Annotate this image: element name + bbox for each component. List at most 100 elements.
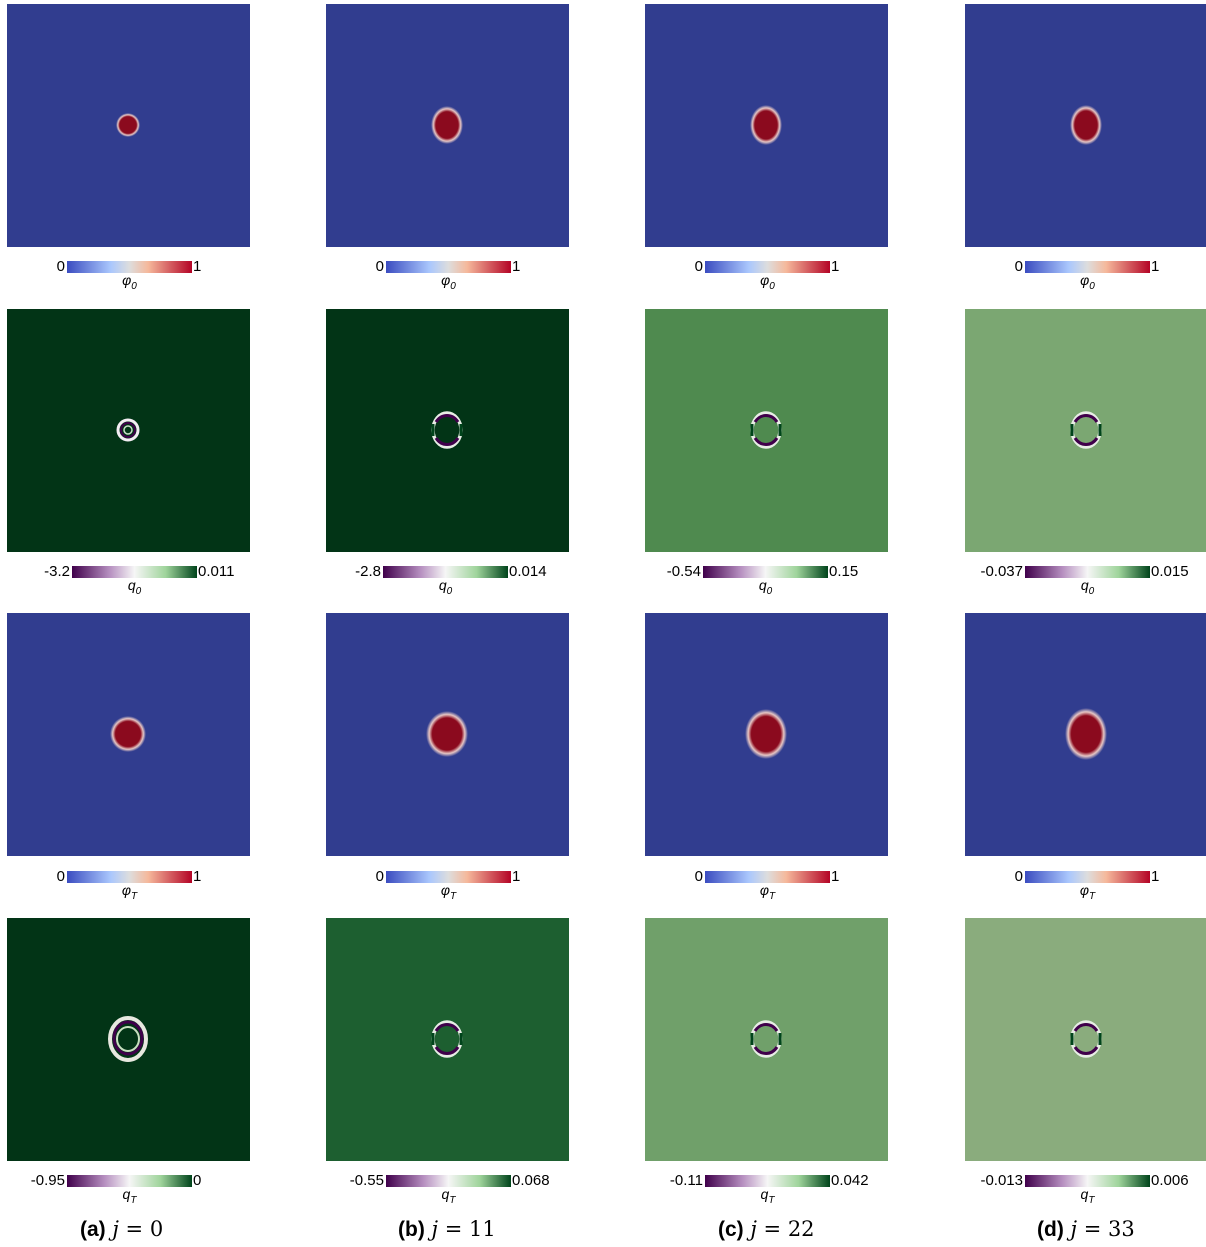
colorbar-max-label: 1 bbox=[193, 868, 202, 885]
colorbar-variable-label: qT bbox=[386, 1186, 511, 1206]
colorbar: 0 1 φT bbox=[0, 868, 1206, 907]
caption-equation: j = 33 bbox=[1070, 1217, 1135, 1241]
colorbar-max-label: 0.042 bbox=[831, 1172, 869, 1189]
field-panel-q-T-j22 bbox=[645, 918, 888, 1161]
variable-symbol: q bbox=[122, 1186, 131, 1202]
variable-symbol: φ bbox=[1079, 882, 1090, 898]
variable-symbol: φ bbox=[121, 882, 132, 898]
field-background bbox=[645, 918, 888, 1161]
field-panel-q-0-j22 bbox=[645, 309, 888, 552]
field-panel-phi-T-j11 bbox=[326, 613, 569, 856]
colorbar-min-label: -0.037 bbox=[980, 563, 1023, 580]
colorbar-variable-label: φ0 bbox=[1025, 272, 1150, 292]
colorbar-max-label: 1 bbox=[193, 258, 202, 275]
interface-ring bbox=[431, 1020, 463, 1058]
field-plot bbox=[7, 309, 250, 552]
colorbar: 0 1 φT bbox=[0, 868, 1206, 907]
colorbar-min-label: 0 bbox=[375, 868, 384, 885]
colorbar-min-label: 0 bbox=[694, 258, 703, 275]
colorbar: 0 1 φT bbox=[0, 868, 1206, 907]
colorbar-min-label: -0.54 bbox=[666, 563, 701, 580]
colorbar-max-label: 0.011 bbox=[198, 563, 235, 580]
caption-tag: (a) bbox=[80, 1218, 106, 1241]
variable-subscript: T bbox=[768, 1194, 775, 1206]
colorbar: -2.8 0.014 q0 bbox=[0, 563, 1206, 602]
colorbar: -0.11 0.042 qT bbox=[0, 1172, 1206, 1211]
subfigure-caption: (d) j = 33 bbox=[1037, 1217, 1135, 1242]
field-plot bbox=[645, 4, 888, 247]
subfigure-caption: (a) j = 0 bbox=[80, 1217, 163, 1242]
variable-symbol: q bbox=[1080, 1186, 1089, 1202]
field-plot bbox=[326, 613, 569, 856]
colorbar-min-label: -2.8 bbox=[355, 563, 381, 580]
colorbar-gradient bbox=[67, 871, 192, 883]
field-plot bbox=[326, 309, 569, 552]
caption-tag: (b) bbox=[398, 1218, 425, 1241]
colorbar-min-label: 0 bbox=[375, 258, 384, 275]
field-background bbox=[645, 309, 888, 552]
field-plot bbox=[7, 4, 250, 247]
colorbar-variable-label: φT bbox=[1025, 882, 1150, 902]
variable-subscript: 0 bbox=[1088, 585, 1095, 597]
colorbar: 0 1 φ0 bbox=[0, 258, 1206, 297]
interface-ring bbox=[1070, 1020, 1102, 1058]
interface-blob bbox=[116, 113, 140, 137]
colorbar: 0 1 φ0 bbox=[0, 258, 1206, 297]
subfigure-caption: (c) j = 22 bbox=[718, 1217, 815, 1242]
interface-blob bbox=[750, 105, 782, 145]
colorbar-gradient bbox=[383, 566, 508, 578]
variable-subscript: 0 bbox=[1089, 280, 1095, 292]
colorbar: 0 1 φ0 bbox=[0, 258, 1206, 297]
colorbar-gradient bbox=[386, 261, 511, 273]
field-panel-q-T-j33 bbox=[965, 918, 1206, 1161]
colorbar-variable-label: qT bbox=[67, 1186, 192, 1206]
colorbar-min-label: -0.55 bbox=[349, 1172, 384, 1189]
colorbar: -0.55 0.068 qT bbox=[0, 1172, 1206, 1211]
field-plot bbox=[326, 918, 569, 1161]
colorbar-gradient bbox=[703, 566, 828, 578]
colorbar-max-label: 1 bbox=[512, 868, 521, 885]
field-panel-q-T-j11 bbox=[326, 918, 569, 1161]
colorbar: 0 1 φT bbox=[0, 868, 1206, 907]
colorbar-gradient bbox=[386, 871, 511, 883]
colorbar-gradient bbox=[705, 871, 830, 883]
colorbar-min-label: -0.013 bbox=[980, 1172, 1023, 1189]
field-panel-phi-0-j33 bbox=[965, 4, 1206, 247]
field-background bbox=[326, 918, 569, 1161]
colorbar-max-label: 0.014 bbox=[509, 563, 547, 580]
colorbar: -0.037 0.015 q0 bbox=[0, 563, 1206, 602]
variable-subscript: T bbox=[1089, 890, 1096, 902]
variable-subscript: 0 bbox=[131, 280, 137, 292]
colorbar-max-label: 0 bbox=[193, 1172, 202, 1189]
colorbar-variable-label: φ0 bbox=[705, 272, 830, 292]
colorbar-variable-label: q0 bbox=[1025, 577, 1150, 597]
colorbar-gradient bbox=[1025, 871, 1150, 883]
iteration-value: = 33 bbox=[1077, 1217, 1135, 1241]
field-panel-q-0-j11 bbox=[326, 309, 569, 552]
colorbar-min-label: 0 bbox=[1014, 258, 1023, 275]
colorbar-min-label: -0.11 bbox=[669, 1172, 703, 1189]
colorbar-variable-label: q0 bbox=[383, 577, 508, 597]
field-panel-phi-T-j0 bbox=[7, 613, 250, 856]
variable-symbol: q bbox=[758, 577, 767, 593]
variable-subscript: 0 bbox=[135, 585, 142, 597]
colorbar-max-label: 1 bbox=[512, 258, 521, 275]
colorbar-gradient bbox=[67, 261, 192, 273]
field-background bbox=[965, 309, 1206, 552]
interface-blob bbox=[431, 106, 463, 144]
interface-blob bbox=[426, 711, 468, 757]
colorbar-gradient bbox=[705, 1175, 830, 1187]
colorbar: -0.54 0.15 q0 bbox=[0, 563, 1206, 602]
subfigure-caption: (b) j = 11 bbox=[398, 1217, 496, 1242]
caption-equation: j = 0 bbox=[112, 1217, 164, 1241]
interface-ring bbox=[108, 1016, 148, 1062]
colorbar-variable-label: q0 bbox=[703, 577, 828, 597]
interface-blob bbox=[745, 709, 787, 759]
variable-subscript: T bbox=[769, 890, 776, 902]
variable-subscript: T bbox=[131, 890, 138, 902]
variable-subscript: 0 bbox=[450, 280, 456, 292]
colorbar: -3.2 0.011 q0 bbox=[0, 563, 1206, 602]
colorbar-variable-label: qT bbox=[705, 1186, 830, 1206]
interface-ring bbox=[1070, 411, 1102, 449]
colorbar-gradient bbox=[1025, 1175, 1150, 1187]
